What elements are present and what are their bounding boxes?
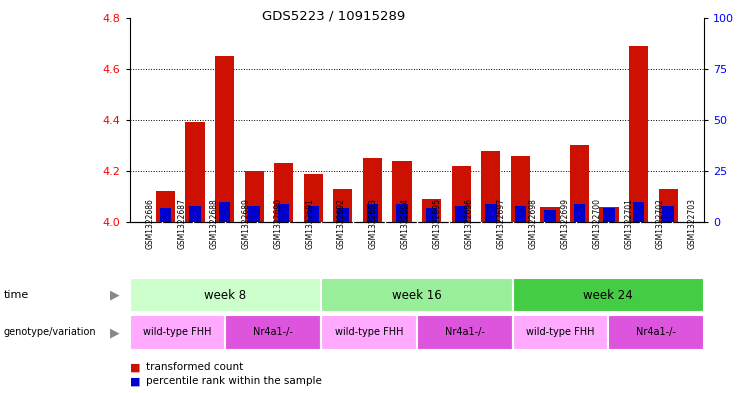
Bar — [185, 122, 205, 222]
Text: Nr4a1-/-: Nr4a1-/- — [637, 327, 676, 338]
Bar — [511, 156, 530, 222]
Bar — [367, 204, 378, 222]
Text: GSM1322696: GSM1322696 — [465, 198, 473, 249]
Bar — [159, 208, 171, 222]
Bar — [130, 315, 225, 350]
Bar — [426, 208, 437, 222]
Text: GSM1322697: GSM1322697 — [496, 198, 505, 249]
Text: percentile rank within the sample: percentile rank within the sample — [146, 376, 322, 386]
Bar — [574, 204, 585, 222]
Bar — [422, 199, 441, 222]
Bar — [321, 278, 513, 312]
Text: GSM1322698: GSM1322698 — [528, 198, 537, 249]
Bar — [513, 315, 608, 350]
Text: GSM1322691: GSM1322691 — [305, 198, 314, 249]
Bar — [481, 151, 500, 222]
Text: GSM1322702: GSM1322702 — [656, 198, 665, 249]
Bar — [278, 204, 290, 222]
Bar — [456, 206, 467, 222]
Text: transformed count: transformed count — [146, 362, 243, 373]
Text: Nr4a1-/-: Nr4a1-/- — [445, 327, 485, 338]
Text: GDS5223 / 10915289: GDS5223 / 10915289 — [262, 10, 405, 23]
Text: ▶: ▶ — [110, 288, 119, 302]
Text: Nr4a1-/-: Nr4a1-/- — [253, 327, 293, 338]
Text: ■: ■ — [130, 362, 140, 373]
Text: GSM1322687: GSM1322687 — [178, 198, 187, 249]
Bar — [599, 207, 619, 222]
Text: GSM1322701: GSM1322701 — [624, 198, 634, 249]
Bar — [215, 56, 234, 222]
Bar — [393, 161, 412, 222]
Bar — [544, 210, 556, 222]
Text: ▶: ▶ — [110, 326, 119, 339]
Text: GSM1322688: GSM1322688 — [210, 198, 219, 249]
Text: GSM1322695: GSM1322695 — [433, 198, 442, 249]
Bar — [451, 166, 471, 222]
Text: week 16: week 16 — [392, 288, 442, 302]
Bar — [156, 191, 175, 222]
Text: week 8: week 8 — [205, 288, 247, 302]
Text: GSM1322692: GSM1322692 — [337, 198, 346, 249]
Bar — [608, 315, 704, 350]
Text: GSM1322689: GSM1322689 — [242, 198, 250, 249]
Bar — [245, 171, 264, 222]
Text: GSM1322703: GSM1322703 — [688, 198, 697, 249]
Text: GSM1322699: GSM1322699 — [560, 198, 569, 249]
Bar — [274, 163, 293, 222]
Text: GSM1322693: GSM1322693 — [369, 198, 378, 249]
Text: ■: ■ — [130, 376, 140, 386]
Text: wild-type FHH: wild-type FHH — [335, 327, 403, 338]
Bar — [603, 208, 615, 222]
Bar — [130, 278, 321, 312]
Bar — [514, 206, 526, 222]
Bar — [629, 46, 648, 222]
Text: GSM1322694: GSM1322694 — [401, 198, 410, 249]
Bar — [308, 206, 319, 222]
Bar — [219, 202, 230, 222]
Bar — [570, 145, 589, 222]
Bar — [396, 204, 408, 222]
Bar — [485, 204, 496, 222]
Bar — [189, 206, 201, 222]
Bar — [659, 189, 678, 222]
Text: GSM1322690: GSM1322690 — [273, 198, 282, 249]
Text: wild-type FHH: wild-type FHH — [143, 327, 212, 338]
Bar — [333, 189, 353, 222]
Text: time: time — [4, 290, 29, 300]
Bar — [248, 206, 260, 222]
Bar — [321, 315, 416, 350]
Bar — [363, 158, 382, 222]
Text: week 24: week 24 — [583, 288, 633, 302]
Bar — [540, 207, 559, 222]
Bar — [662, 206, 674, 222]
Text: GSM1322700: GSM1322700 — [592, 198, 601, 249]
Bar — [513, 278, 704, 312]
Text: GSM1322686: GSM1322686 — [146, 198, 155, 249]
Bar — [633, 202, 645, 222]
Bar — [337, 208, 348, 222]
Bar — [304, 173, 323, 222]
Bar — [225, 315, 321, 350]
Bar — [416, 315, 513, 350]
Text: genotype/variation: genotype/variation — [4, 327, 96, 338]
Text: wild-type FHH: wild-type FHH — [526, 327, 594, 338]
